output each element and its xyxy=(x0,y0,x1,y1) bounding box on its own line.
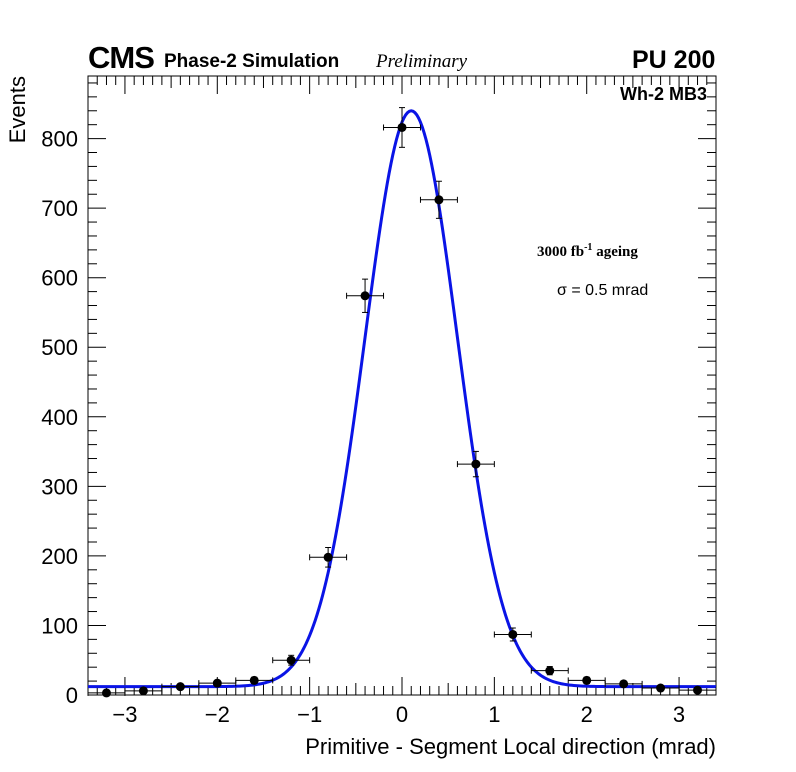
y-axis-title: Events xyxy=(5,76,30,143)
data-marker xyxy=(101,688,111,698)
data-marker xyxy=(138,686,148,696)
plot-frame xyxy=(87,75,717,696)
data-point xyxy=(272,654,311,666)
x-tick-label: 2 xyxy=(581,702,593,727)
ageing-label: 3000 fb-1 ageing xyxy=(537,242,638,261)
data-point xyxy=(346,278,385,313)
data-point xyxy=(604,679,643,689)
data-marker xyxy=(323,552,333,562)
data-marker xyxy=(545,666,555,676)
data-point xyxy=(493,627,532,642)
pileup-label: PU 200 xyxy=(632,46,716,74)
data-marker xyxy=(693,685,703,695)
data-marker xyxy=(286,655,296,665)
y-tick-label: 600 xyxy=(41,266,78,291)
y-tick-label: 800 xyxy=(41,127,78,152)
ageing-label-exponent: -1 xyxy=(584,242,593,253)
x-tick-label: −2 xyxy=(205,702,230,727)
ageing-label-main: 3000 fb xyxy=(537,244,585,260)
data-point xyxy=(567,675,606,685)
data-point xyxy=(235,675,274,685)
data-point xyxy=(309,547,348,568)
data-marker xyxy=(434,195,444,205)
x-tick-label: −3 xyxy=(112,702,137,727)
data-point xyxy=(87,688,126,698)
y-tick-label: 700 xyxy=(41,196,78,221)
y-tick-label: 200 xyxy=(41,544,78,569)
data-point xyxy=(530,666,569,676)
data-point xyxy=(383,107,421,148)
data-marker xyxy=(619,679,629,689)
y-tick-label: 500 xyxy=(41,335,78,360)
data-point xyxy=(419,180,458,219)
data-point xyxy=(456,450,495,478)
simulation-label: Phase-2 Simulation xyxy=(164,51,340,72)
y-tick-label: 100 xyxy=(41,613,78,638)
data-marker xyxy=(471,459,481,469)
y-tick-label: 400 xyxy=(41,405,78,430)
y-tick-label: 0 xyxy=(66,683,78,708)
x-axis-title: Primitive - Segment Local direction (mra… xyxy=(305,734,716,759)
resolution-label: σ = 0.5 mrad xyxy=(557,282,649,299)
data-marker xyxy=(508,629,518,639)
data-marker xyxy=(249,675,259,685)
y-tick-label: 300 xyxy=(41,474,78,499)
data-marker xyxy=(175,682,185,692)
data-point xyxy=(678,685,717,695)
data-marker xyxy=(360,291,370,301)
data-point xyxy=(641,683,680,693)
data-marker xyxy=(656,683,666,693)
station-label: Wh-2 MB3 xyxy=(620,84,707,104)
fit-curve xyxy=(88,109,716,689)
x-tick-label: 1 xyxy=(488,702,500,727)
data-marker xyxy=(212,678,222,688)
experiment-label: CMS xyxy=(88,40,155,75)
data-marker xyxy=(582,675,592,685)
data-point xyxy=(161,682,200,692)
data-marker xyxy=(397,122,407,132)
x-tick-label: −1 xyxy=(297,702,322,727)
preliminary-label: Preliminary xyxy=(376,51,468,72)
data-point xyxy=(124,686,163,696)
ageing-label-suffix: ageing xyxy=(592,244,638,260)
x-tick-label: 0 xyxy=(396,702,408,727)
x-tick-label: 3 xyxy=(673,702,685,727)
